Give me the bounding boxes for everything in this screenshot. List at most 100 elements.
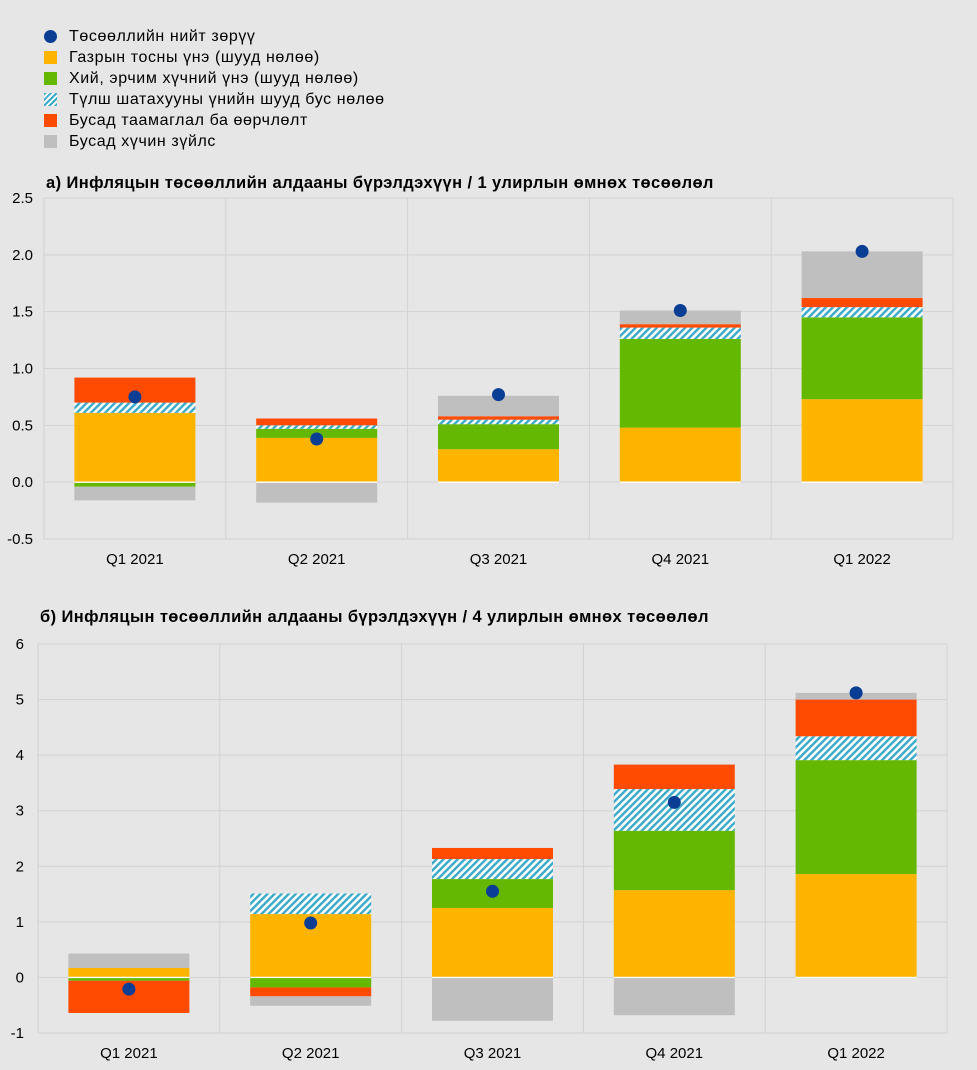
- total-dot: [310, 432, 324, 446]
- chart-b-title: б) Инфляцын төсөөллийн алдааны бүрэлдэхү…: [40, 608, 709, 626]
- y-tick-label: 5: [16, 692, 24, 709]
- legend-swatch: [44, 135, 57, 148]
- y-tick-label: 1.5: [12, 304, 33, 321]
- bar-segment: [619, 324, 741, 328]
- x-tick-label: Q4 2021: [646, 1045, 704, 1062]
- y-tick-label: -0.5: [7, 531, 33, 548]
- y-tick-label: 2.5: [12, 190, 33, 207]
- legend-swatch: [44, 93, 57, 106]
- bar-segment: [68, 953, 190, 968]
- bar-segment: [619, 427, 741, 483]
- legend-label: Түлш шатахууны үнийн шууд бус нөлөө: [69, 90, 385, 108]
- legend-label: Бусад хүчин зүйлс: [69, 132, 217, 150]
- legend-dot-marker: [44, 30, 57, 43]
- bar-segment: [250, 996, 372, 1006]
- x-tick-label: Q1 2022: [833, 551, 891, 568]
- bar-segment: [68, 977, 190, 981]
- total-dot: [304, 916, 318, 930]
- chart-a-title: а) Инфляцын төсөөллийн алдааны бүрэлдэхү…: [46, 174, 714, 192]
- total-dot: [492, 388, 505, 402]
- chart-b: 6 5 4 3 2 1 0 -1 Q1 2021 Q2 2021 Q3 2021 Q4 2021 Q1 …: [11, 636, 948, 1062]
- chart-a: 2.5 2.0 1.5 1.0 0.5 0.0 -0.5 Q1 2021 Q2 2021 Q3 2…: [7, 190, 954, 568]
- bar-segment: [250, 893, 372, 915]
- legend-item: Бусад таамаглал ба өөрчлөлт: [44, 110, 385, 131]
- total-dot: [486, 884, 499, 898]
- bar-segment: [432, 859, 553, 880]
- bar-segment: [68, 967, 190, 978]
- bar-segment: [438, 424, 559, 450]
- x-tick-label: Q3 2021: [470, 551, 528, 568]
- legend-item: Түлш шатахууны үнийн шууд бус нөлөө: [44, 89, 385, 110]
- legend-label: Төсөөллийн нийт зөрүү: [69, 27, 256, 45]
- bar-segment: [74, 412, 196, 483]
- bar-segment: [801, 298, 923, 308]
- bar-segment: [613, 764, 735, 790]
- total-dot: [128, 390, 142, 404]
- y-tick-label: 0.0: [12, 474, 33, 491]
- legend-item: Бусад хүчин зүйлс: [44, 131, 385, 152]
- bar-segment: [438, 395, 559, 417]
- bar-segment: [74, 482, 196, 487]
- bar-segment: [438, 449, 559, 483]
- y-tick-label: 1: [16, 914, 24, 931]
- bar-segment: [432, 907, 553, 978]
- legend-label: Газрын тосны үнэ (шууд нөлөө): [69, 48, 320, 66]
- legend-swatch: [44, 72, 57, 85]
- legend-item: Төсөөллийн нийт зөрүү: [44, 26, 385, 47]
- bar-segment: [74, 402, 196, 413]
- legend-item: Газрын тосны үнэ (шууд нөлөө): [44, 47, 385, 68]
- x-tick-label: Q1 2021: [106, 551, 164, 568]
- bar-segment: [619, 327, 741, 339]
- x-tick-label: Q4 2021: [652, 551, 710, 568]
- legend-label: Бусад таамаглал ба өөрчлөлт: [69, 111, 308, 129]
- y-tick-label: 2.0: [12, 247, 33, 264]
- bar-segment: [613, 890, 735, 978]
- bar-segment: [432, 977, 553, 1021]
- total-dot: [673, 304, 687, 318]
- bar-segment: [619, 310, 741, 325]
- bar-segment: [795, 736, 917, 761]
- x-tick-label: Q1 2021: [100, 1045, 158, 1062]
- y-tick-label: 4: [16, 747, 24, 764]
- bar-segment: [795, 874, 917, 978]
- legend: Төсөөллийн нийт зөрүү Газрын тосны үнэ (ш…: [44, 26, 385, 152]
- x-tick-label: Q2 2021: [288, 551, 346, 568]
- legend-item: Хий, эрчим хүчний үнэ (шууд нөлөө): [44, 68, 385, 89]
- bar-segment: [613, 830, 735, 891]
- x-tick-label: Q3 2021: [464, 1045, 522, 1062]
- bar-segment: [256, 418, 378, 426]
- bar-segment: [256, 425, 378, 429]
- bar-segment: [801, 251, 923, 299]
- bar-segment: [74, 486, 196, 501]
- legend-swatch: [44, 51, 57, 64]
- total-dot: [849, 686, 863, 700]
- bar-segment: [432, 847, 553, 860]
- bar-segment: [619, 338, 741, 428]
- x-tick-label: Q2 2021: [282, 1045, 340, 1062]
- y-tick-label: 2: [16, 858, 24, 875]
- y-tick-label: 0.5: [12, 417, 33, 434]
- bar-segment: [801, 317, 923, 400]
- bar-segment: [795, 699, 917, 737]
- total-dot: [667, 795, 681, 809]
- bar-segment: [256, 482, 378, 503]
- bar-segment: [613, 789, 735, 831]
- y-tick-label: 6: [16, 636, 24, 653]
- total-dot: [122, 982, 136, 996]
- y-tick-label: 3: [16, 803, 24, 820]
- bar-segment: [801, 307, 923, 318]
- bar-segment: [250, 987, 372, 997]
- total-dot: [855, 244, 869, 258]
- y-tick-label: 0: [16, 969, 24, 986]
- y-tick-label: -1: [11, 1025, 24, 1042]
- bar-segment: [801, 399, 923, 483]
- bar-segment: [250, 977, 372, 988]
- legend-label: Хий, эрчим хүчний үнэ (шууд нөлөө): [69, 69, 359, 87]
- bar-segment: [613, 977, 735, 1016]
- bar-segment: [438, 416, 559, 420]
- bar-segment: [795, 760, 917, 875]
- bar-segment: [438, 419, 559, 425]
- x-tick-label: Q1 2022: [827, 1045, 885, 1062]
- legend-swatch: [44, 114, 57, 127]
- y-tick-label: 1.0: [12, 361, 33, 378]
